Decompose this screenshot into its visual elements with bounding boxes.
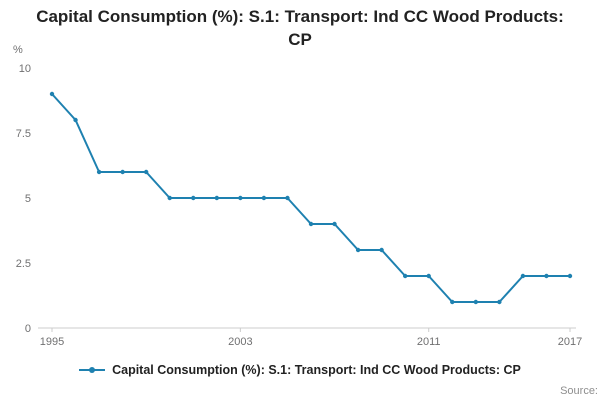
data-point [402,273,408,279]
data-point [96,169,102,175]
data-point [73,117,78,123]
y-axis-unit-label: % [13,44,23,56]
data-point [355,247,361,253]
y-tick-label: 0 [25,323,31,335]
legend-item[interactable]: Capital Consumption (%): S.1: Transport:… [0,363,600,377]
data-point [238,195,243,201]
legend-label: Capital Consumption (%): S.1: Transport:… [112,363,521,377]
data-point [167,195,172,201]
data-point [214,195,220,201]
x-tick-label: 2011 [417,336,441,348]
data-point [379,247,384,253]
data-point [520,273,526,279]
line-chart: 1995 2003 2011 2017 0 2.5 5 7.5 10 [16,63,583,348]
y-tick-label: 10 [19,63,31,75]
x-tick-label: 1995 [40,336,64,348]
y-tick-label: 7.5 [16,128,31,140]
data-point [261,195,267,201]
source-label: Source: [560,385,598,397]
y-tick-label: 5 [25,193,31,205]
data-point [120,169,125,175]
chart-title: Capital Consumption (%): S.1: Transport:… [36,7,564,49]
data-point [143,169,149,175]
data-line [51,93,571,303]
data-point [473,299,479,305]
data-point [191,195,196,201]
data-point [332,221,337,227]
data-point [567,273,573,279]
data-point [49,91,55,97]
x-tick-label: 2003 [228,336,252,348]
data-point [497,299,502,305]
data-point [308,221,314,227]
data-point [450,299,455,305]
data-point [544,273,549,279]
data-point [426,273,431,279]
data-point [285,195,290,201]
x-tick-label: 2017 [558,336,582,348]
legend-line-marker [79,367,106,373]
y-tick-label: 2.5 [16,258,31,270]
